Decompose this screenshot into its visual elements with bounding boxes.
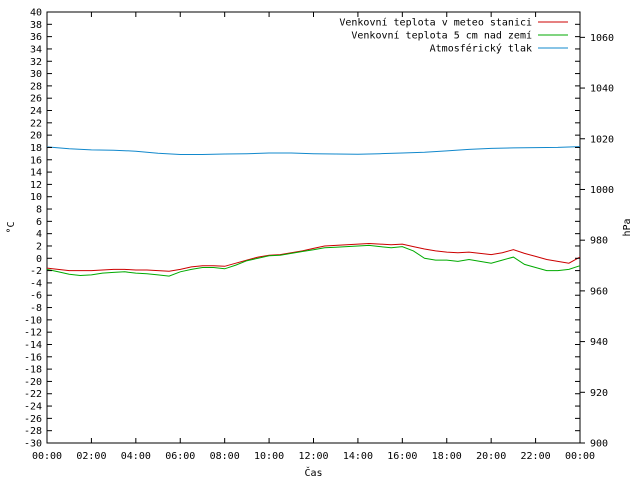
y-tick-label: 26	[30, 94, 42, 105]
y-tick-label: 2	[36, 241, 42, 252]
x-tick-label: 18:00	[432, 451, 462, 462]
y2-tick-label: 1020	[590, 134, 614, 145]
y-tick-label: 8	[36, 205, 42, 216]
y2-tick-label: 960	[590, 286, 608, 297]
y-tick-label: 28	[30, 81, 42, 92]
y-tick-label: 32	[30, 57, 42, 68]
x-axis-label: Čas	[304, 466, 322, 479]
y2-axis-label: hPa	[622, 218, 633, 236]
y2-tick-label: 920	[590, 388, 608, 399]
x-tick-label: 20:00	[476, 451, 506, 462]
y-tick-label: 22	[30, 118, 42, 129]
y-tick-label: -28	[24, 426, 42, 437]
y-axis-label: °C	[6, 221, 17, 233]
y-tick-label: 20	[30, 131, 42, 142]
x-tick-label: 08:00	[210, 451, 240, 462]
series-line-1	[46, 242, 581, 272]
y-tick-label: 30	[30, 69, 42, 80]
y-tick-label: 14	[30, 168, 42, 179]
y-tick-label: -4	[30, 278, 42, 289]
y-tick-label: 6	[36, 217, 42, 228]
x-tick-label: 04:00	[121, 451, 151, 462]
y-tick-label: 40	[30, 8, 42, 19]
y-tick-label: 18	[30, 143, 42, 154]
y-tick-label: 24	[30, 106, 42, 117]
x-tick-label: 00:00	[32, 451, 62, 462]
x-tick-label: 16:00	[387, 451, 417, 462]
x-tick-label: 00:00	[565, 451, 595, 462]
y-tick-label: -16	[24, 352, 42, 363]
y-tick-label: -6	[30, 291, 42, 302]
y2-tick-label: 1040	[590, 84, 614, 95]
y-tick-label: 34	[30, 44, 42, 55]
y-tick-label: 12	[30, 180, 42, 191]
y-tick-label: -12	[24, 328, 42, 339]
legend-label-2: Venkovní teplota 5 cm nad zemí	[351, 30, 532, 42]
y-tick-label: -22	[24, 389, 42, 400]
series-line-3	[46, 146, 581, 155]
y-tick-label: -14	[24, 340, 42, 351]
y2-tick-label: 900	[590, 439, 608, 450]
y2-tick-label: 1000	[590, 185, 614, 196]
y2-tick-label: 980	[590, 236, 608, 247]
y-tick-label: -18	[24, 365, 42, 376]
x-tick-label: 22:00	[521, 451, 551, 462]
y-tick-label: 16	[30, 155, 42, 166]
x-tick-label: 14:00	[343, 451, 373, 462]
y-tick-label: 0	[36, 254, 42, 265]
legend-label-3: Atmosférický tlak	[430, 43, 532, 55]
plot-frame	[46, 11, 581, 444]
y-tick-label: 36	[30, 32, 42, 43]
y-tick-label: -26	[24, 414, 42, 425]
y-tick-label: 4	[36, 229, 42, 240]
y-tick-label: -20	[24, 377, 42, 388]
y-tick-label: -10	[24, 315, 42, 326]
x-tick-label: 06:00	[165, 451, 195, 462]
y-tick-label: -2	[30, 266, 42, 277]
x-tick-label: 02:00	[76, 451, 106, 462]
y-tick-label: 10	[30, 192, 42, 203]
series-line-2	[46, 244, 581, 277]
y-tick-label: -8	[30, 303, 42, 314]
legend-label-1: Venkovní teplota v meteo stanici	[339, 17, 532, 29]
y-tick-label: 38	[30, 20, 42, 31]
y2-tick-label: 940	[590, 337, 608, 348]
y-tick-label: -30	[24, 439, 42, 450]
x-tick-label: 12:00	[298, 451, 328, 462]
y-tick-label: -24	[24, 402, 42, 413]
y2-tick-label: 1060	[590, 33, 614, 44]
x-tick-label: 10:00	[254, 451, 284, 462]
